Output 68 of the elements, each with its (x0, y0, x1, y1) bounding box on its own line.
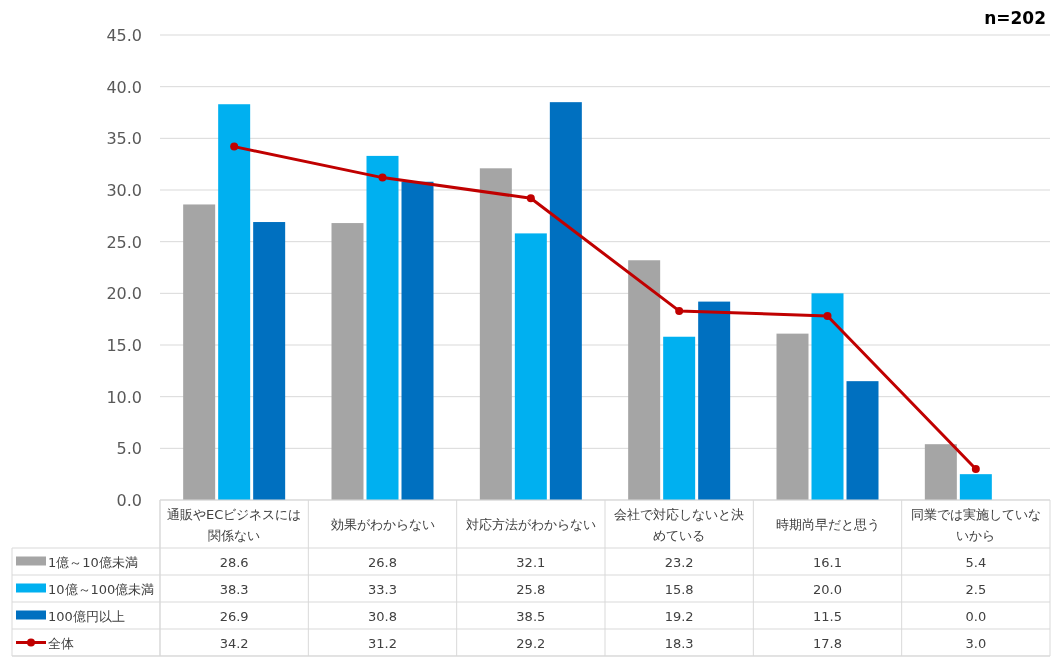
x-tick-label: 時期尚早だと思う (775, 517, 880, 532)
y-tick-label: 35.0 (106, 129, 142, 149)
bar (514, 233, 547, 500)
data-label: 34.2 (219, 635, 249, 651)
data-label: 17.8 (813, 635, 842, 651)
x-tick-label: 効果がわからない (330, 517, 435, 532)
data-label: 23.2 (664, 554, 694, 570)
y-tick-label: 10.0 (106, 387, 142, 407)
data-label: 26.8 (368, 554, 397, 570)
bar (959, 474, 992, 500)
y-tick-label: 15.0 (106, 336, 142, 355)
data-label: 28.6 (219, 554, 249, 570)
legend-label: 10億～100億未満 (48, 581, 155, 597)
x-tick-label: 会社で対応しないと決めている (614, 506, 745, 543)
data-label: 3.0 (965, 635, 987, 651)
bar (253, 222, 286, 500)
bar (698, 301, 731, 500)
point (526, 194, 535, 203)
bar (401, 181, 434, 500)
x-tick-label: 同業では実施していないから (910, 506, 1041, 543)
bar (846, 381, 879, 500)
bar (924, 444, 957, 500)
y-tick-label: 0.0 (116, 491, 142, 510)
data-label: 0.0 (965, 608, 987, 624)
data-label: 20.0 (813, 581, 842, 597)
data-label: 31.2 (368, 635, 397, 651)
point (378, 173, 387, 182)
bar (628, 260, 661, 500)
data-label: 16.1 (813, 554, 842, 570)
y-tick-label: 40.0 (106, 77, 142, 97)
data-label: 30.8 (368, 608, 397, 624)
y-tick-label: 45.0 (106, 26, 142, 45)
point (823, 312, 832, 321)
data-label: 11.5 (813, 608, 842, 624)
y-tick-label: 25.0 (106, 232, 142, 252)
bar (549, 102, 582, 500)
x-tick-label: 対応方法がわからない (465, 517, 596, 532)
bar (331, 223, 364, 500)
bar (776, 333, 809, 500)
data-label: 38.3 (219, 581, 249, 597)
bar (183, 204, 216, 500)
point (675, 306, 684, 315)
x-tick-label: 通販やECビジネスには関係ない (167, 506, 302, 543)
bar (663, 336, 696, 500)
legend-label: 100億円以上 (48, 608, 125, 624)
data-label: 25.8 (516, 581, 546, 597)
point (230, 142, 239, 151)
data-label: 15.8 (664, 581, 694, 597)
bar (811, 293, 844, 500)
text: n=202 (984, 8, 1046, 28)
data-label: 5.4 (965, 554, 987, 570)
data-label: 2.5 (965, 581, 987, 597)
bar (218, 104, 251, 500)
data-label: 29.2 (516, 635, 546, 651)
bar (479, 168, 512, 500)
data-label: 26.9 (219, 608, 249, 624)
data-label: 33.3 (368, 581, 397, 597)
data-label: 19.2 (664, 608, 694, 624)
legend-label: 1億～10億未満 (48, 554, 138, 570)
data-label: 32.1 (516, 554, 546, 570)
y-tick-label: 5.0 (116, 439, 142, 459)
data-label: 38.5 (516, 608, 546, 624)
data-label: 18.3 (664, 635, 694, 651)
legend-label: 全体 (48, 635, 74, 651)
bar (366, 155, 399, 500)
point (971, 465, 980, 473)
y-tick-label: 20.0 (106, 284, 142, 304)
y-tick-label: 30.0 (106, 181, 142, 200)
